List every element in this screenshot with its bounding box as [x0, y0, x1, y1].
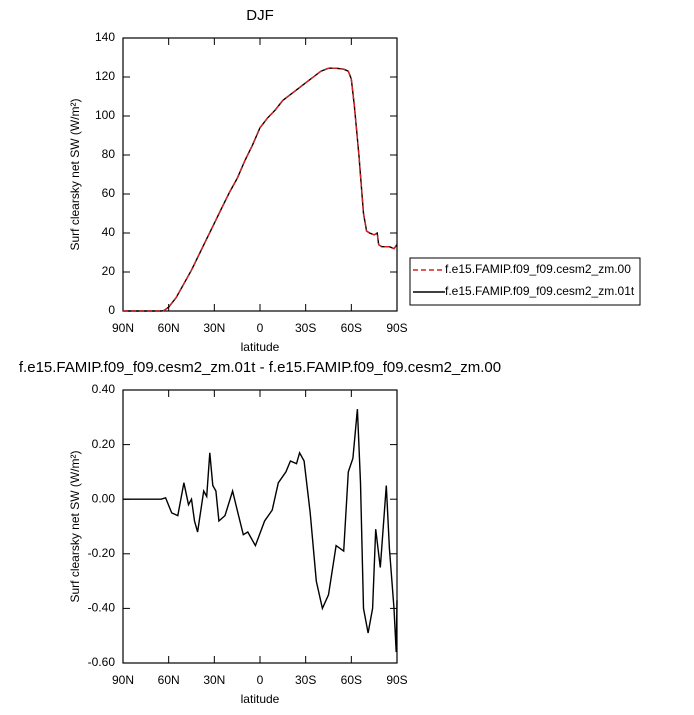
y-tick-label: -0.60 — [88, 655, 116, 669]
y-tick-label: -0.40 — [88, 601, 116, 615]
x-tick-label: 90N — [112, 673, 134, 687]
x-axis-label: latitude — [241, 340, 280, 354]
data-line — [123, 409, 398, 653]
y-axis-label: Surf clearsky net SW (W/m²) — [68, 450, 82, 602]
y-tick-label: 0.20 — [92, 437, 116, 451]
y-tick-label: 120 — [95, 69, 115, 83]
data-line — [123, 67, 398, 312]
y-tick-label: 40 — [102, 225, 116, 239]
x-tick-label: 30N — [203, 321, 225, 335]
x-tick-label: 60S — [341, 673, 362, 687]
y-tick-label: 80 — [102, 147, 116, 161]
x-tick-label: 30S — [295, 673, 316, 687]
x-tick-label: 90S — [386, 321, 407, 335]
x-tick-label: 90S — [386, 673, 407, 687]
y-tick-label: 60 — [102, 186, 116, 200]
y-tick-label: -0.20 — [88, 546, 116, 560]
y-tick-label: 140 — [95, 30, 115, 44]
x-tick-label: 60N — [158, 321, 180, 335]
legend-box — [409, 257, 641, 306]
x-tick-label: 30S — [295, 321, 316, 335]
x-tick-label: 60N — [158, 673, 180, 687]
y-tick-label: 100 — [95, 108, 115, 122]
x-axis-label: latitude — [241, 692, 280, 706]
x-tick-label: 60S — [341, 321, 362, 335]
x-tick-label: 90N — [112, 321, 134, 335]
plot-frame — [122, 37, 398, 312]
y-tick-label: 0 — [108, 303, 115, 317]
x-tick-label: 30N — [203, 673, 225, 687]
chart-title: DJF — [246, 7, 274, 24]
data-line — [123, 67, 398, 312]
chart-title: f.e15.FAMIP.f09_f09.cesm2_zm.01t - f.e15… — [19, 359, 501, 376]
y-tick-label: 0.40 — [92, 382, 116, 396]
x-tick-label: 0 — [257, 321, 264, 335]
y-tick-label: 20 — [102, 264, 116, 278]
legend-label: f.e15.FAMIP.f09_f09.cesm2_zm.01t — [445, 284, 635, 298]
legend-label: f.e15.FAMIP.f09_f09.cesm2_zm.00 — [445, 262, 631, 276]
y-tick-label: 0.00 — [92, 491, 116, 505]
y-axis-label: Surf clearsky net SW (W/m²) — [68, 98, 82, 250]
x-tick-label: 0 — [257, 673, 264, 687]
